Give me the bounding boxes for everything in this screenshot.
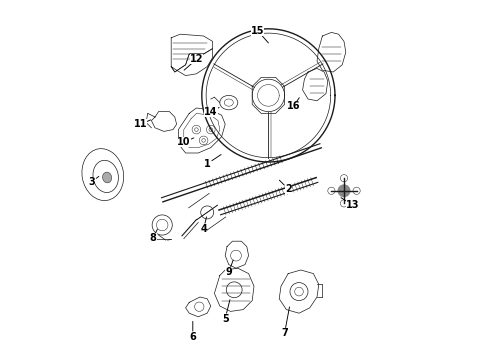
Text: 1: 1: [204, 159, 211, 169]
Text: 9: 9: [225, 267, 232, 277]
Text: 11: 11: [134, 119, 147, 129]
Circle shape: [338, 184, 350, 197]
Text: 2: 2: [285, 184, 292, 194]
Text: 13: 13: [346, 200, 360, 210]
Text: 4: 4: [200, 224, 207, 234]
Text: 7: 7: [281, 328, 288, 338]
Text: 8: 8: [150, 233, 157, 243]
Text: 14: 14: [204, 107, 218, 117]
Text: 16: 16: [287, 101, 300, 111]
Text: 15: 15: [251, 26, 264, 36]
Ellipse shape: [102, 172, 112, 183]
Text: 6: 6: [190, 332, 196, 342]
Text: 5: 5: [222, 314, 228, 324]
Text: 12: 12: [190, 54, 203, 64]
Text: 10: 10: [177, 137, 191, 147]
Text: 3: 3: [89, 177, 96, 187]
